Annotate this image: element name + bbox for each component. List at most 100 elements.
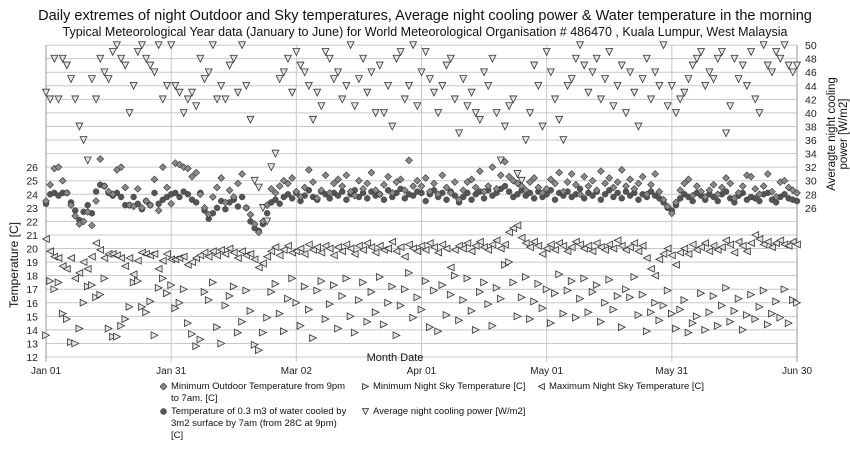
triangle-down-data-point xyxy=(121,61,130,70)
triangle-right-data-point xyxy=(159,274,168,283)
triangle-down-data-point xyxy=(484,82,493,91)
diamond-data-point xyxy=(305,166,313,174)
diamond-data-point xyxy=(605,174,614,182)
triangle-down-data-point xyxy=(338,95,347,104)
triangle-down-data-point xyxy=(475,115,484,124)
diamond-data-point xyxy=(138,204,146,212)
diamond-data-point xyxy=(718,183,726,192)
diamond-data-point xyxy=(763,170,772,178)
diamond-data-point xyxy=(58,176,67,185)
circle-marker-icon xyxy=(160,408,167,415)
triangle-right-data-point xyxy=(434,327,443,336)
diamond-data-point xyxy=(780,176,789,185)
triangle-down-data-point xyxy=(792,61,802,70)
circle-data-point xyxy=(793,197,801,205)
triangle-down-data-point xyxy=(446,54,455,63)
triangle-down-data-point xyxy=(92,95,101,104)
y-tick-label-left: 17 xyxy=(26,284,38,296)
triangle-right-data-point xyxy=(213,323,222,332)
triangle-right-data-point xyxy=(730,306,739,315)
circle-data-point xyxy=(213,204,221,212)
triangle-down-data-point xyxy=(204,68,213,77)
triangle-right-data-point xyxy=(763,320,773,329)
triangle-right-data-point xyxy=(305,305,314,314)
diamond-data-point xyxy=(580,172,589,181)
diamond-data-point xyxy=(184,164,192,173)
triangle-left-data-point xyxy=(133,256,142,265)
triangle-left-data-point xyxy=(559,241,568,250)
triangle-right-data-point xyxy=(743,310,752,320)
triangle-down-data-point xyxy=(50,54,59,63)
triangle-right-data-point xyxy=(784,319,793,328)
triangle-right-data-point xyxy=(83,282,93,291)
triangle-down-data-point xyxy=(100,68,109,77)
triangle-left-data-point xyxy=(471,241,480,250)
triangle-right-data-point xyxy=(259,328,268,337)
triangle-down-data-point xyxy=(83,156,92,165)
triangle-down-data-point xyxy=(459,75,468,84)
diamond-data-point xyxy=(363,179,372,188)
triangle-left-data-point xyxy=(371,248,380,257)
triangle-right-data-point xyxy=(597,317,606,326)
circle-data-point xyxy=(526,189,534,197)
diamond-data-point xyxy=(601,179,609,188)
diamond-data-point xyxy=(547,175,555,184)
diamond-data-point xyxy=(54,163,63,171)
triangle-right-data-point xyxy=(350,328,360,337)
triangle-right-data-point xyxy=(634,310,643,320)
diamond-data-point xyxy=(584,182,593,190)
circle-data-point xyxy=(172,189,179,197)
triangle-right-data-point xyxy=(313,286,322,295)
triangle-down-data-point xyxy=(455,129,464,138)
triangle-right-data-point xyxy=(296,321,305,330)
triangle-down-data-point xyxy=(79,136,88,145)
diamond-data-point xyxy=(680,179,689,188)
triangle-right-data-point xyxy=(346,312,355,321)
triangle-left-data-point xyxy=(212,251,221,260)
triangle-left-data-point xyxy=(442,244,451,253)
triangle-left-data-point xyxy=(709,241,718,250)
diamond-data-point xyxy=(284,179,292,188)
triangle-right-data-point xyxy=(697,289,706,298)
y-tick-label-left: 24 xyxy=(26,189,38,201)
triangle-left-data-point xyxy=(438,240,447,249)
triangle-down-data-point xyxy=(588,68,597,77)
diamond-data-point xyxy=(459,186,468,195)
triangle-down-data-point xyxy=(651,68,660,77)
y-tick-label-left: 23 xyxy=(26,203,38,215)
triangle-left-data-point xyxy=(421,245,430,254)
diamond-data-point xyxy=(747,172,755,181)
triangle-right-data-point xyxy=(584,308,593,317)
triangle-right-data-point xyxy=(426,323,435,332)
triangle-left-data-point xyxy=(521,239,530,248)
triangle-right-data-point xyxy=(713,321,723,330)
triangle-right-data-point xyxy=(647,308,656,317)
triangle-right-data-point xyxy=(793,298,802,307)
triangle-down-data-point xyxy=(229,54,238,63)
triangle-right-data-point xyxy=(588,287,597,296)
circle-data-point xyxy=(601,191,609,198)
triangle-right-data-point xyxy=(380,320,389,329)
legend-label: Average night cooling power [W/m2] xyxy=(373,406,526,417)
triangle-left-data-point xyxy=(496,244,505,253)
diamond-data-point xyxy=(317,186,326,195)
triangle-left-data-point xyxy=(150,249,159,258)
triangle-left-data-point xyxy=(41,234,50,244)
diamond-data-point xyxy=(467,175,476,184)
triangle-down-data-point xyxy=(425,75,434,84)
triangle-right-data-point xyxy=(455,316,464,325)
diamond-data-point xyxy=(617,166,626,174)
diamond-data-point xyxy=(701,193,710,201)
triangle-right-data-point xyxy=(663,286,672,295)
triangle-down-data-point xyxy=(772,48,781,57)
triangle-down-data-point xyxy=(154,41,163,50)
chart-subtitle: Typical Meteorological Year data (Januar… xyxy=(62,25,788,39)
triangle-left-data-point xyxy=(613,236,622,245)
triangle-right-data-point xyxy=(688,319,697,328)
triangle-left-data-point xyxy=(450,245,459,254)
circle-data-point xyxy=(530,195,538,202)
triangle-left-data-point xyxy=(229,248,238,257)
triangle-left-data-point xyxy=(258,259,267,268)
triangle-down-data-point xyxy=(496,156,505,165)
triangle-right-data-point xyxy=(446,290,455,299)
